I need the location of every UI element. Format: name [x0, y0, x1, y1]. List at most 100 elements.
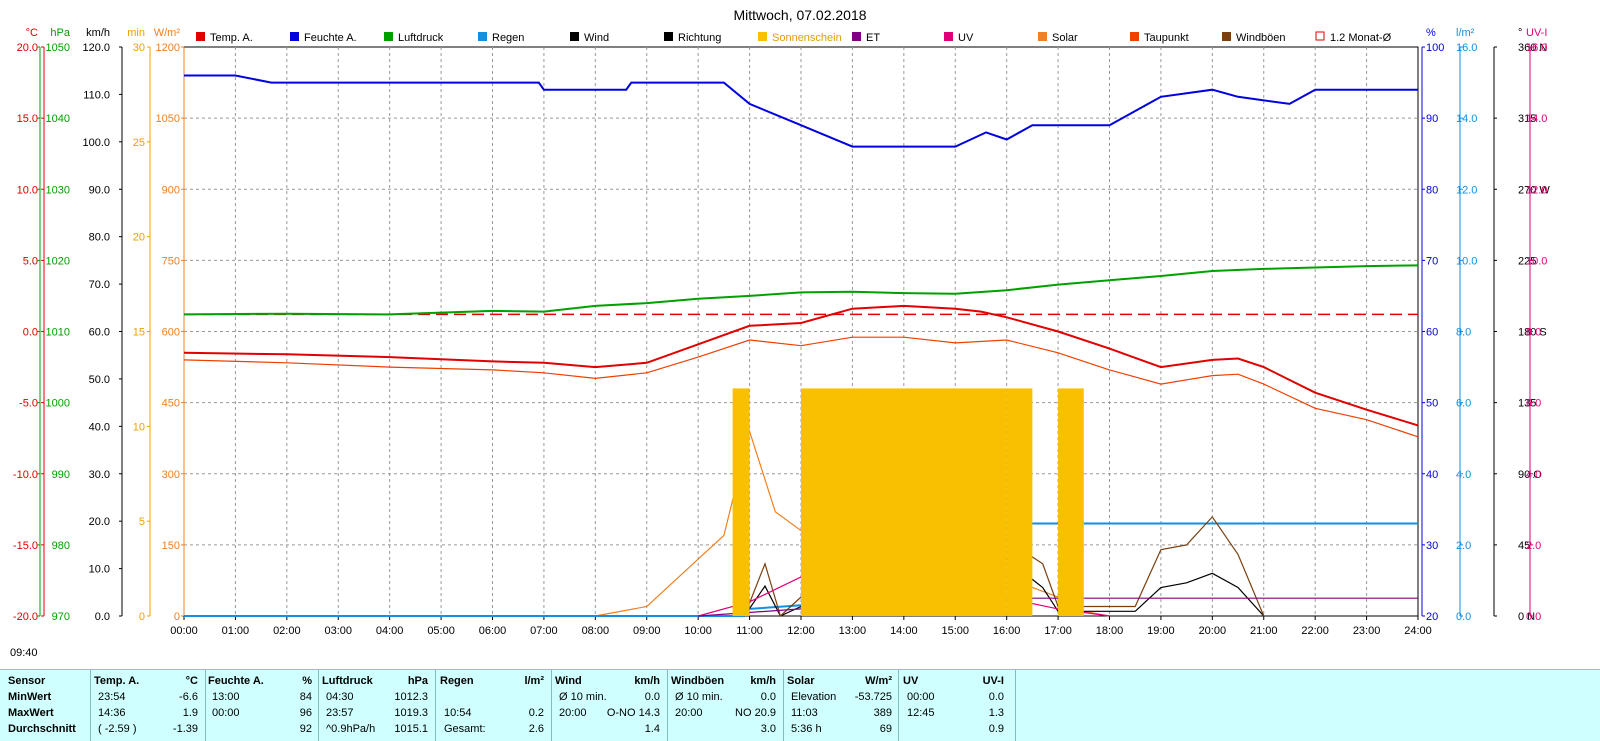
legend-swatch	[1222, 32, 1231, 41]
left-tick-label: 600	[162, 327, 180, 339]
left-tick-label: 30	[133, 42, 145, 54]
right-tick-label: 30	[1426, 540, 1438, 552]
chart-series	[183, 74, 1419, 618]
stats-luftdruck-value: 1015.1	[394, 723, 428, 735]
legend-swatch	[196, 32, 205, 41]
right-axis-unit: °	[1518, 27, 1522, 39]
stats-sensor-row: Durchschnitt	[8, 723, 76, 735]
right-tick-label: 40	[1426, 469, 1438, 481]
left-tick-label: 0	[139, 611, 145, 623]
stats-sensor-header: Sensor	[8, 675, 46, 687]
left-tick-label: 120.0	[82, 42, 110, 54]
legend-label: 1.2 Monat-Ø	[1330, 32, 1392, 44]
right-axis-unit: l/m²	[1456, 27, 1475, 39]
right-tick-label: 45	[1518, 540, 1530, 552]
x-tick-label: 05:00	[427, 625, 455, 637]
left-tick-label: 40.0	[89, 421, 110, 433]
stats-solar-value: -53.725	[854, 691, 892, 703]
left-tick-label: -5.0	[19, 398, 38, 410]
weather-chart: Mittwoch, 07.02.2018 °C 20.0 15.0 10.0 5.0 0.…	[13, 7, 1550, 637]
stats-sensor-row: MinWert	[8, 691, 52, 703]
legend-label: Temp. A.	[210, 32, 253, 44]
left-tick-label: 1200	[156, 42, 180, 54]
left-tick-label: 990	[52, 469, 70, 481]
right-tick-label: 6.0	[1456, 398, 1471, 410]
legend-label: UV	[958, 32, 974, 44]
right-tick-label: 14.0	[1526, 113, 1547, 125]
left-tick-label: 150	[162, 540, 180, 552]
stats-temp-value: 1.9	[182, 707, 198, 719]
stats-temp-label: 14:36	[98, 707, 126, 719]
stats-temp-value: -1.39	[172, 723, 198, 735]
legend-label: ET	[866, 32, 880, 44]
x-tick-label: 01:00	[222, 625, 250, 637]
chart-title: Mittwoch, 07.02.2018	[733, 7, 866, 23]
right-tick-label: 0.0	[1526, 611, 1541, 623]
x-tick-label: 16:00	[993, 625, 1021, 637]
left-tick-label: 60.0	[89, 327, 110, 339]
legend-swatch	[478, 32, 487, 41]
left-tick-label: 25	[133, 137, 145, 149]
left-tick-label: 90.0	[89, 184, 110, 196]
left-tick-label: 20	[133, 232, 145, 244]
left-tick-label: 1030	[46, 184, 70, 196]
sunshine-bar	[1006, 388, 1033, 616]
legend-label: Regen	[492, 32, 524, 44]
left-axis-unit: km/h	[86, 27, 110, 39]
legend-swatch	[1315, 31, 1325, 41]
left-tick-label: 0.0	[95, 611, 110, 623]
x-tick-label: 15:00	[941, 625, 969, 637]
legend-label: Taupunkt	[1144, 32, 1189, 44]
left-tick-label: 80.0	[89, 232, 110, 244]
x-tick-label: 23:00	[1353, 625, 1381, 637]
stats-luftdruck-label: 23:57	[326, 707, 354, 719]
legend-swatch	[758, 32, 767, 41]
stats-solar-label: Elevation	[791, 691, 837, 703]
stats-temp-value: -6.6	[179, 691, 198, 703]
stats-windboen-header: Windböen	[671, 675, 725, 687]
stats-wind-label: 20:00	[559, 707, 587, 719]
stats-regen-unit: l/m²	[524, 675, 544, 687]
stats-uv-value: 0.0	[988, 691, 1004, 703]
left-tick-label: 100.0	[82, 137, 110, 149]
left-tick-label: 0	[174, 611, 180, 623]
right-tick-label: 8.0	[1526, 327, 1541, 339]
stats-windboen-value: 0.0	[760, 691, 776, 703]
left-tick-label: 5.0	[23, 255, 38, 267]
left-tick-label: 900	[162, 184, 180, 196]
left-tick-label: 1040	[46, 113, 70, 125]
left-tick-label: 980	[52, 540, 70, 552]
left-tick-label: 450	[162, 398, 180, 410]
legend-swatch	[1038, 32, 1047, 41]
stats-wind-value: 1.4	[644, 723, 660, 735]
left-tick-label: 1050	[156, 113, 180, 125]
left-axis-unit: hPa	[50, 27, 70, 39]
legend-label: Sonnenschein	[772, 32, 842, 44]
stats-feuchte-value: 84	[299, 691, 312, 703]
left-tick-label: 0.0	[23, 327, 38, 339]
stats-luftdruck-value: 1019.3	[394, 707, 428, 719]
stats-windboen-label: Ø 10 min.	[675, 691, 723, 703]
stats-feuchte-header: Feuchte A.	[208, 675, 264, 687]
x-tick-label: 09:00	[633, 625, 661, 637]
x-tick-label: 08:00	[582, 625, 610, 637]
x-tick-label: 10:00	[684, 625, 712, 637]
stats-panel: Sensor MinWert MaxWert Durchschnitt Temp. A.…	[0, 669, 1600, 741]
x-tick-label: 03:00	[324, 625, 352, 637]
stats-solar-unit: W/m²	[865, 675, 892, 687]
left-tick-label: 30.0	[89, 469, 110, 481]
stats-uv-label: 12:45	[907, 707, 935, 719]
x-tick-label: 24:00	[1404, 625, 1432, 637]
right-tick-label: 360 N	[1518, 42, 1547, 54]
stats-regen-label: 10:54	[444, 707, 472, 719]
stats-regen-header: Regen	[440, 675, 474, 687]
right-tick-label: 70	[1426, 255, 1438, 267]
x-tick-label: 04:00	[376, 625, 404, 637]
stats-feuchte-label: 13:00	[212, 691, 240, 703]
right-tick-label: 135	[1518, 398, 1536, 410]
stats-temp-header: Temp. A.	[94, 675, 140, 687]
x-tick-label: 19:00	[1147, 625, 1175, 637]
stats-solar-label: 11:03	[791, 707, 818, 719]
left-tick-label: 1010	[46, 327, 70, 339]
legend-swatch	[290, 32, 299, 41]
